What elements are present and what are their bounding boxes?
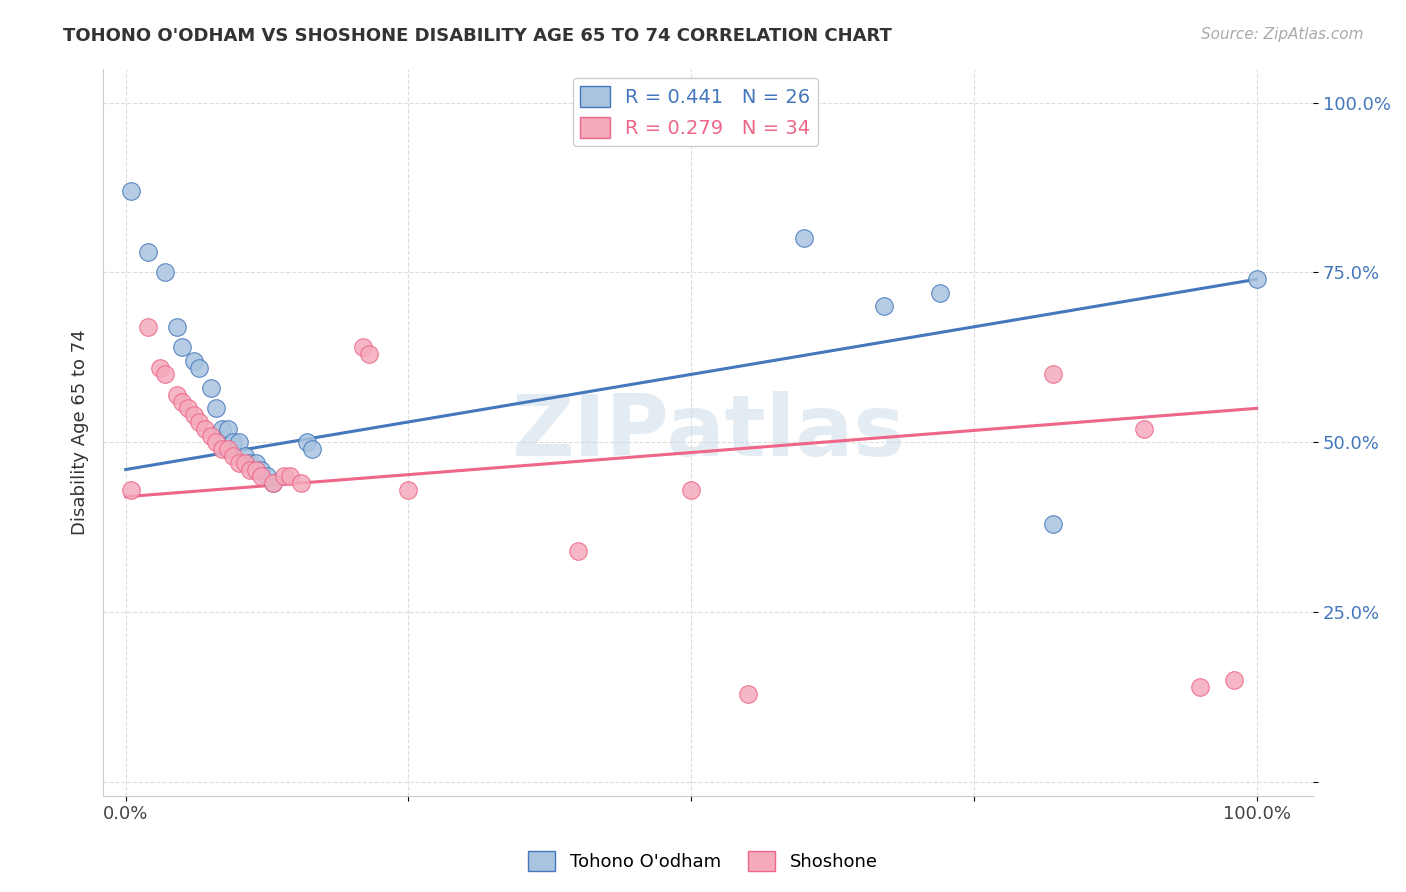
Point — [278, 469, 301, 483]
Point — [205, 435, 228, 450]
Point — [222, 449, 245, 463]
Point — [177, 401, 200, 416]
Point — [155, 368, 177, 382]
Point — [737, 687, 759, 701]
Point — [183, 408, 205, 422]
Point — [273, 469, 295, 483]
Point — [1189, 680, 1212, 694]
Point — [250, 462, 273, 476]
Point — [138, 245, 160, 260]
Point — [155, 265, 177, 279]
Point — [194, 422, 217, 436]
Point — [166, 388, 188, 402]
Point — [188, 415, 211, 429]
Text: Source: ZipAtlas.com: Source: ZipAtlas.com — [1201, 27, 1364, 42]
Point — [681, 483, 703, 497]
Point — [245, 456, 267, 470]
Point — [1132, 422, 1154, 436]
Point — [295, 435, 318, 450]
Text: TOHONO O'ODHAM VS SHOSHONE DISABILITY AGE 65 TO 74 CORRELATION CHART: TOHONO O'ODHAM VS SHOSHONE DISABILITY AG… — [63, 27, 893, 45]
Point — [217, 422, 239, 436]
Y-axis label: Disability Age 65 to 74: Disability Age 65 to 74 — [72, 329, 89, 535]
Point — [398, 483, 420, 497]
Point — [188, 360, 211, 375]
Point — [138, 319, 160, 334]
Point — [245, 462, 267, 476]
Point — [166, 319, 188, 334]
Point — [228, 456, 250, 470]
Point — [211, 442, 233, 457]
Point — [149, 360, 172, 375]
Point — [120, 184, 142, 198]
Legend: Tohono O'odham, Shoshone: Tohono O'odham, Shoshone — [522, 844, 884, 879]
Point — [1042, 368, 1064, 382]
Point — [1246, 272, 1268, 286]
Point — [239, 462, 262, 476]
Legend: R = 0.441   N = 26, R = 0.279   N = 34: R = 0.441 N = 26, R = 0.279 N = 34 — [572, 78, 818, 146]
Point — [872, 299, 894, 313]
Point — [172, 394, 194, 409]
Point — [183, 353, 205, 368]
Point — [233, 449, 256, 463]
Point — [120, 483, 142, 497]
Point — [211, 422, 233, 436]
Point — [228, 435, 250, 450]
Point — [352, 340, 374, 354]
Point — [172, 340, 194, 354]
Point — [200, 381, 222, 395]
Point — [200, 428, 222, 442]
Point — [1042, 516, 1064, 531]
Point — [262, 476, 284, 491]
Point — [262, 476, 284, 491]
Point — [217, 442, 239, 457]
Point — [250, 469, 273, 483]
Text: ZIPatlas: ZIPatlas — [512, 391, 905, 474]
Point — [205, 401, 228, 416]
Point — [567, 544, 589, 558]
Point — [357, 347, 380, 361]
Point — [239, 456, 262, 470]
Point — [222, 435, 245, 450]
Point — [1223, 673, 1246, 688]
Point — [929, 285, 952, 300]
Point — [301, 442, 323, 457]
Point — [233, 456, 256, 470]
Point — [793, 231, 815, 245]
Point — [290, 476, 312, 491]
Point — [256, 469, 278, 483]
